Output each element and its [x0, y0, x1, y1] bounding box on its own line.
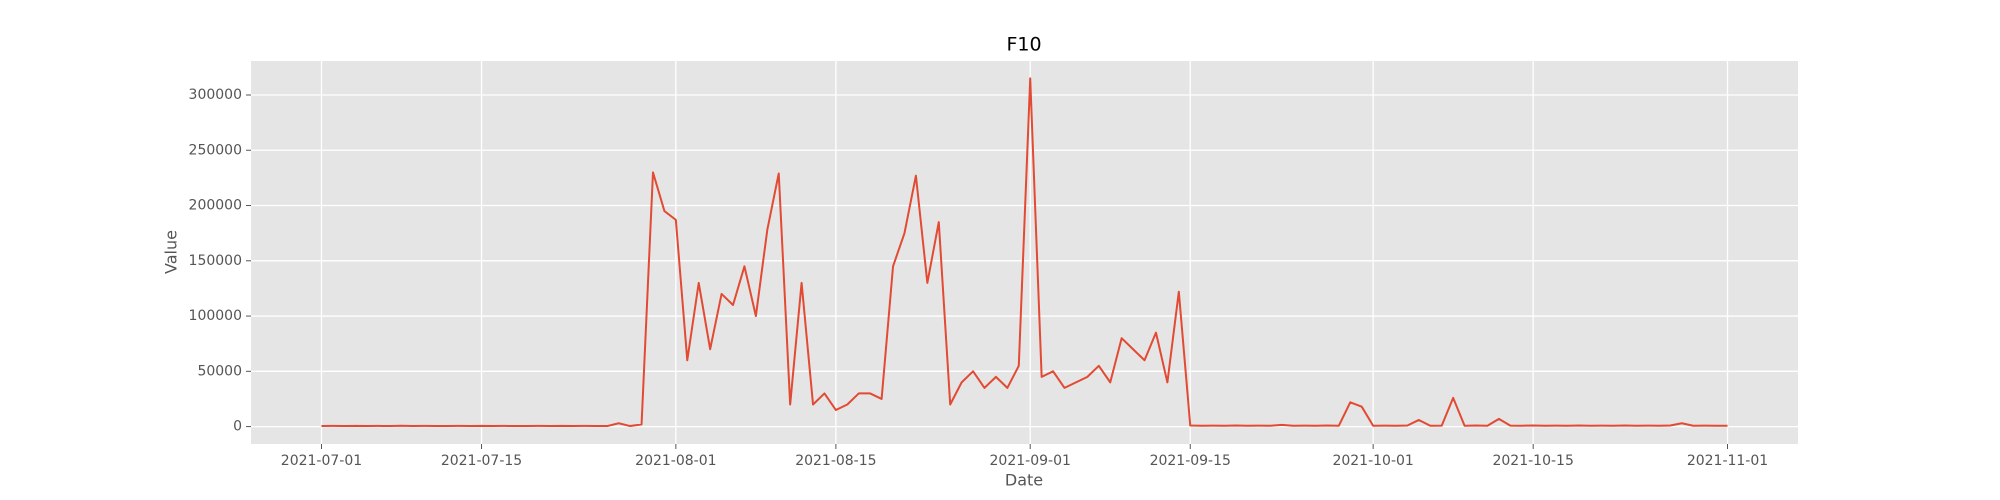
- y-tick-label: 250000: [189, 142, 242, 158]
- x-tick-label: 2021-08-15: [795, 453, 876, 469]
- y-tick-label: 0: [233, 419, 242, 435]
- x-tick-label: 2021-08-01: [635, 453, 716, 469]
- x-tick-label: 2021-07-01: [281, 453, 362, 469]
- x-tick-label: 2021-10-01: [1332, 453, 1413, 469]
- y-tick-label: 100000: [189, 308, 242, 324]
- x-tick-label: 2021-09-01: [990, 453, 1071, 469]
- x-tick-label: 2021-11-01: [1687, 453, 1768, 469]
- x-tick-label: 2021-07-15: [441, 453, 522, 469]
- y-tick-label: 200000: [189, 198, 242, 214]
- plot-area: [251, 61, 1798, 444]
- y-tick-label: 300000: [189, 87, 242, 103]
- x-tick-label: 2021-09-15: [1150, 453, 1231, 469]
- x-axis-label: Date: [1005, 471, 1043, 490]
- y-tick-label: 50000: [197, 363, 242, 379]
- y-tick-label: 150000: [189, 253, 242, 269]
- x-tick-label: 2021-10-15: [1492, 453, 1573, 469]
- chart-title: F10: [1006, 34, 1041, 56]
- data-line: [321, 77, 1728, 428]
- y-axis-label: Value: [162, 230, 181, 274]
